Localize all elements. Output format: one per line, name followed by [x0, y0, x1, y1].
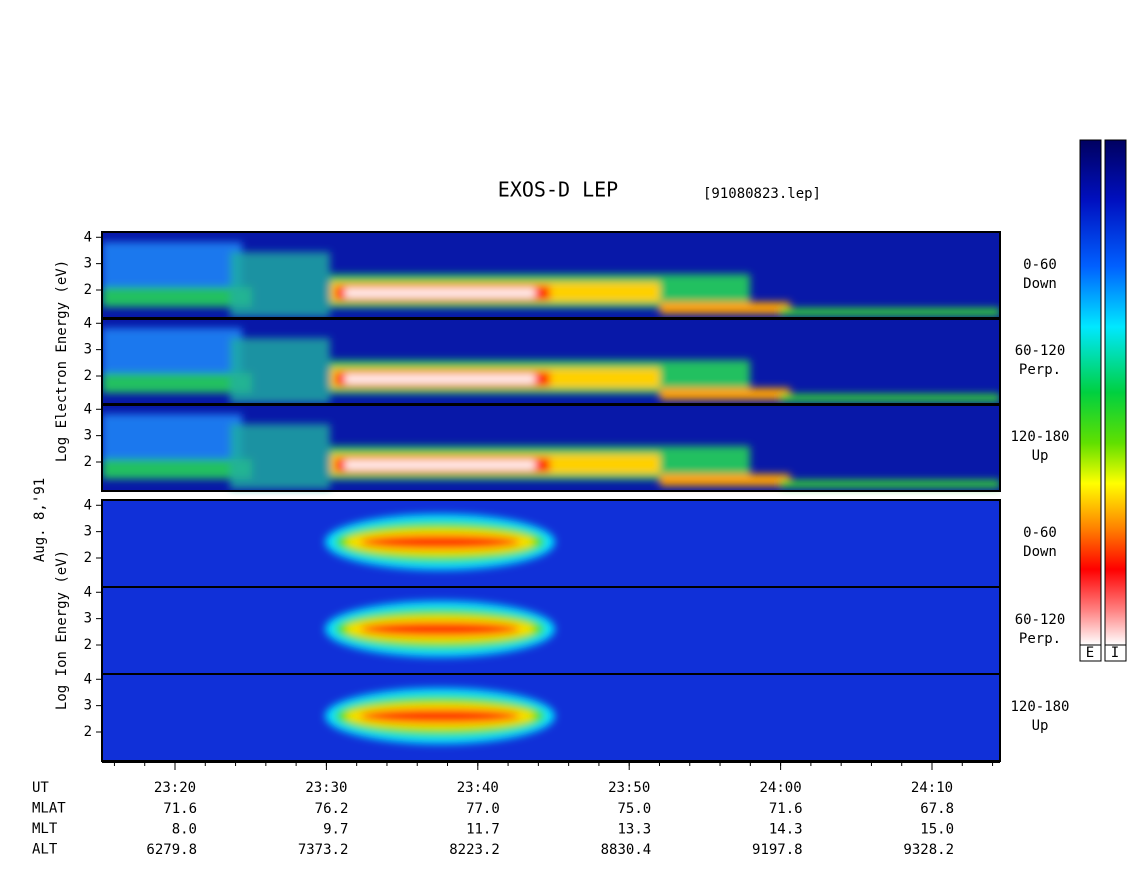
- y-tick-label: 2: [84, 637, 92, 653]
- date-label: Aug. 8,'91: [32, 478, 48, 562]
- feature: [360, 535, 520, 549]
- feature: [230, 252, 330, 317]
- feature: [660, 302, 790, 314]
- group-label: Log Electron Energy (eV): [54, 260, 70, 462]
- ephemeris-value: 9328.2: [903, 842, 954, 858]
- spectrogram-features: [325, 514, 555, 570]
- colorbar: [1104, 139, 1127, 646]
- panel-direction: Up: [1032, 448, 1049, 464]
- y-tick-label: 2: [84, 282, 92, 298]
- panel-direction: Down: [1023, 544, 1057, 560]
- feature: [660, 388, 790, 400]
- ephemeris-label: ALT: [32, 842, 58, 858]
- spectrogram-features: [102, 328, 1000, 403]
- spectrogram-features: [102, 242, 1000, 317]
- y-tick-label: 3: [84, 611, 92, 627]
- ephemeris-value: 9197.8: [752, 842, 803, 858]
- panel-angle: 60-120: [1015, 612, 1066, 628]
- panel-angle: 60-120: [1015, 343, 1066, 359]
- y-tick-label: 4: [84, 671, 92, 687]
- feature: [780, 480, 1000, 488]
- colorbar-box: [1079, 644, 1102, 662]
- panel-angle: 120-180: [1010, 429, 1069, 445]
- ephemeris-value: 75.0: [617, 801, 651, 817]
- colorbars: E I: [1079, 139, 1127, 662]
- ephemeris-value: 71.6: [163, 801, 197, 817]
- x-tick-label: 23:40: [457, 780, 499, 796]
- chart-title: EXOS-D LEP: [498, 178, 618, 202]
- ephemeris-value: 7373.2: [298, 842, 349, 858]
- y-tick-label: 2: [84, 724, 92, 740]
- feature: [102, 287, 252, 307]
- ephemeris-value: 14.3: [769, 822, 803, 838]
- y-tick-label: 4: [84, 229, 92, 245]
- chart-subtitle: [91080823.lep]: [703, 186, 821, 202]
- y-tick-label: 3: [84, 256, 92, 272]
- y-tick-label: 4: [84, 497, 92, 513]
- y-tick-label: 3: [84, 698, 92, 714]
- ephemeris-value: 71.6: [769, 801, 803, 817]
- panel-direction: Perp.: [1019, 362, 1061, 378]
- x-tick-label: 24:10: [911, 780, 953, 796]
- ephemeris-value: 6279.8: [146, 842, 197, 858]
- colorbar-label: E: [1086, 645, 1094, 661]
- y-tick-label: 3: [84, 342, 92, 358]
- panel-angle: 120-180: [1010, 699, 1069, 715]
- ephemeris-value: 67.8: [920, 801, 954, 817]
- spectrograms: [102, 232, 1000, 761]
- feature: [102, 373, 252, 393]
- feature: [230, 424, 330, 489]
- ephemeris-value: 8830.4: [601, 842, 652, 858]
- y-tick-label: 3: [84, 524, 92, 540]
- panel-direction: Perp.: [1019, 631, 1061, 647]
- feature: [360, 622, 520, 636]
- ephemeris-label: MLAT: [32, 801, 66, 817]
- ephemeris-value: 77.0: [466, 801, 500, 817]
- y-tick-label: 3: [84, 428, 92, 444]
- panel-frame: [101, 403, 1001, 492]
- y-tick-label: 4: [84, 401, 92, 417]
- feature: [660, 474, 790, 486]
- panel-angle: 0-60: [1023, 257, 1057, 273]
- panel-direction: Down: [1023, 276, 1057, 292]
- spectrogram-features: [325, 601, 555, 657]
- x-tick-label: 23:30: [305, 780, 347, 796]
- spectrogram-features: [325, 688, 555, 744]
- ephemeris-value: 11.7: [466, 822, 500, 838]
- x-tick-label: 23:20: [154, 780, 196, 796]
- spectrogram-features: [102, 414, 1000, 489]
- feature: [345, 289, 535, 297]
- feature: [345, 461, 535, 469]
- y-tick-label: 4: [84, 315, 92, 331]
- ephemeris-value: 8223.2: [449, 842, 500, 858]
- y-tick-label: 2: [84, 368, 92, 384]
- feature: [230, 338, 330, 403]
- ephemeris-value: 76.2: [315, 801, 349, 817]
- feature: [360, 709, 520, 723]
- ephemeris-label: UT: [32, 780, 49, 796]
- feature: [780, 394, 1000, 402]
- y-tick-label: 2: [84, 454, 92, 470]
- colorbar: [1079, 139, 1102, 646]
- ephemeris-label: MLT: [32, 821, 58, 837]
- x-tick-label: 23:50: [608, 780, 650, 796]
- group-label: Log Ion Energy (eV): [54, 550, 70, 710]
- feature: [102, 459, 252, 479]
- x-tick-label: 24:00: [760, 780, 802, 796]
- colorbar-box: [1104, 644, 1127, 662]
- panel-direction: Up: [1032, 718, 1049, 734]
- colorbar-label: I: [1111, 645, 1119, 661]
- panel-angle: 0-60: [1023, 525, 1057, 541]
- y-tick-label: 2: [84, 550, 92, 566]
- ephemeris-value: 15.0: [920, 822, 954, 838]
- feature: [780, 308, 1000, 316]
- ephemeris-value: 9.7: [323, 822, 348, 838]
- ephemeris-value: 13.3: [617, 822, 651, 838]
- ephemeris-value: 8.0: [172, 822, 197, 838]
- y-tick-label: 4: [84, 584, 92, 600]
- feature: [345, 375, 535, 383]
